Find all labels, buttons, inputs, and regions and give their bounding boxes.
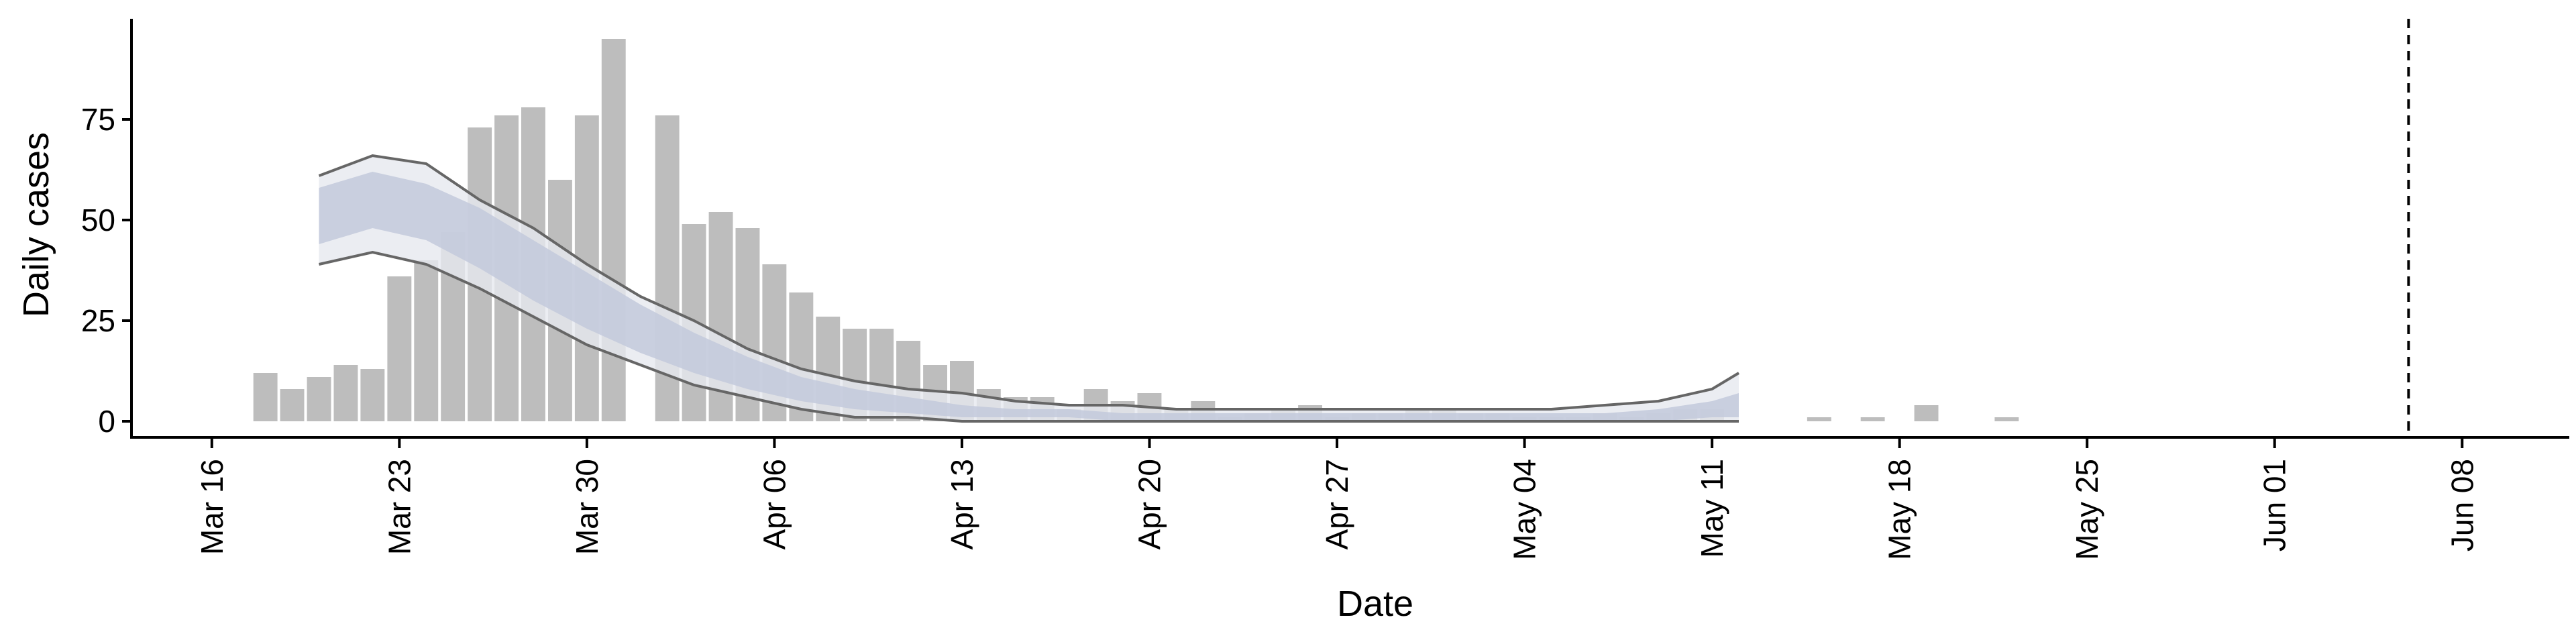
daily-case-bar <box>1807 417 1831 421</box>
daily-case-bar <box>1860 417 1885 421</box>
x-tick-label: Apr 27 <box>1320 459 1354 550</box>
x-tick-label: May 04 <box>1507 459 1542 560</box>
y-tick-label: 25 <box>81 303 115 338</box>
y-tick-label: 50 <box>81 203 115 237</box>
outer-lower-line <box>319 250 1739 423</box>
y-tick-label: 0 <box>98 404 115 439</box>
daily-case-bar <box>1914 405 1939 421</box>
x-tick-label: Apr 20 <box>1132 459 1167 550</box>
daily-case-bar <box>387 276 412 421</box>
x-tick-label: Jun 08 <box>2445 459 2479 551</box>
x-tick-label: May 11 <box>1695 459 1729 557</box>
daily-case-bar <box>414 260 439 421</box>
x-tick-label: Apr 13 <box>945 459 979 550</box>
x-tick-label: Apr 06 <box>757 459 792 550</box>
daily-case-bar <box>280 389 305 421</box>
daily-case-bar <box>1994 417 2019 421</box>
band-layer <box>318 154 1740 423</box>
outer-upper-line <box>318 154 1740 411</box>
daily-case-bar <box>307 377 331 421</box>
y-axis-title: Daily cases <box>16 132 56 317</box>
x-tick-label: Mar 30 <box>570 459 604 555</box>
inner-interval-band <box>319 172 1739 421</box>
daily-case-bar <box>360 369 385 421</box>
x-tick-label: Jun 01 <box>2257 459 2292 551</box>
x-tick-label: Mar 23 <box>382 459 417 555</box>
x-tick-label: May 25 <box>2070 459 2104 560</box>
daily-case-bar <box>333 365 358 421</box>
axes-layer: 0 25 50 75 Mar 16 Mar 23 Mar 30 Apr 06 Apr 13 Apr… <box>81 19 2569 560</box>
x-tick-label: May 18 <box>1882 459 1917 560</box>
x-axis-title: Date <box>1337 584 1413 624</box>
x-tick-label: Mar 16 <box>195 459 229 555</box>
y-tick-label: 75 <box>81 102 115 137</box>
daily-case-bar <box>253 373 278 421</box>
daily-case-bar <box>601 39 626 421</box>
